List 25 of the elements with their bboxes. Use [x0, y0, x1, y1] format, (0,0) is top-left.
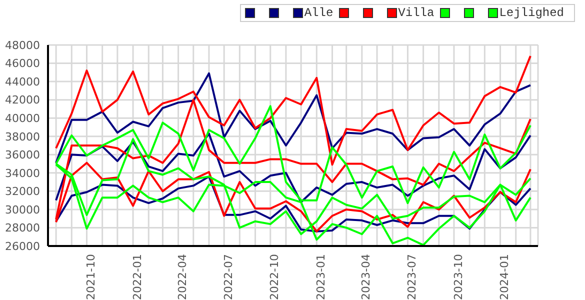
x-tick-label: 2023-04 — [360, 254, 373, 300]
x-tick-label: 2023-10 — [452, 254, 465, 300]
legend-label: Villa — [398, 6, 434, 20]
x-tick-label: 2022-04 — [176, 254, 190, 300]
legend-label: Lejlighed — [499, 6, 564, 20]
x-tick-label: 2023-01 — [314, 254, 328, 300]
x-tick-label: 2024-01 — [498, 254, 512, 300]
x-tick-label: 2022-10 — [268, 254, 282, 300]
y-tick-label: 40000 — [5, 112, 40, 125]
x-tick-label: 2022-07 — [222, 254, 235, 300]
x-tick-label: 2023-07 — [406, 254, 419, 300]
y-tick-label: 38000 — [5, 130, 40, 144]
y-tick-label: 28000 — [5, 222, 40, 235]
y-tick-label: 36000 — [5, 148, 40, 162]
legend-label: Alle — [304, 6, 334, 20]
y-tick-label: 32000 — [5, 185, 40, 198]
y-tick-label: 30000 — [5, 203, 40, 216]
y-tick-label: 34000 — [5, 166, 40, 180]
x-tick-label: 2021-10 — [84, 254, 98, 300]
y-tick-label: 42000 — [5, 94, 40, 107]
y-tick-label: 26000 — [5, 240, 40, 253]
y-tick-label: 46000 — [5, 57, 40, 70]
y-tick-label: 48000 — [5, 38, 40, 52]
x-tick-label: 2022-01 — [130, 254, 144, 300]
y-tick-label: 44000 — [5, 75, 40, 88]
